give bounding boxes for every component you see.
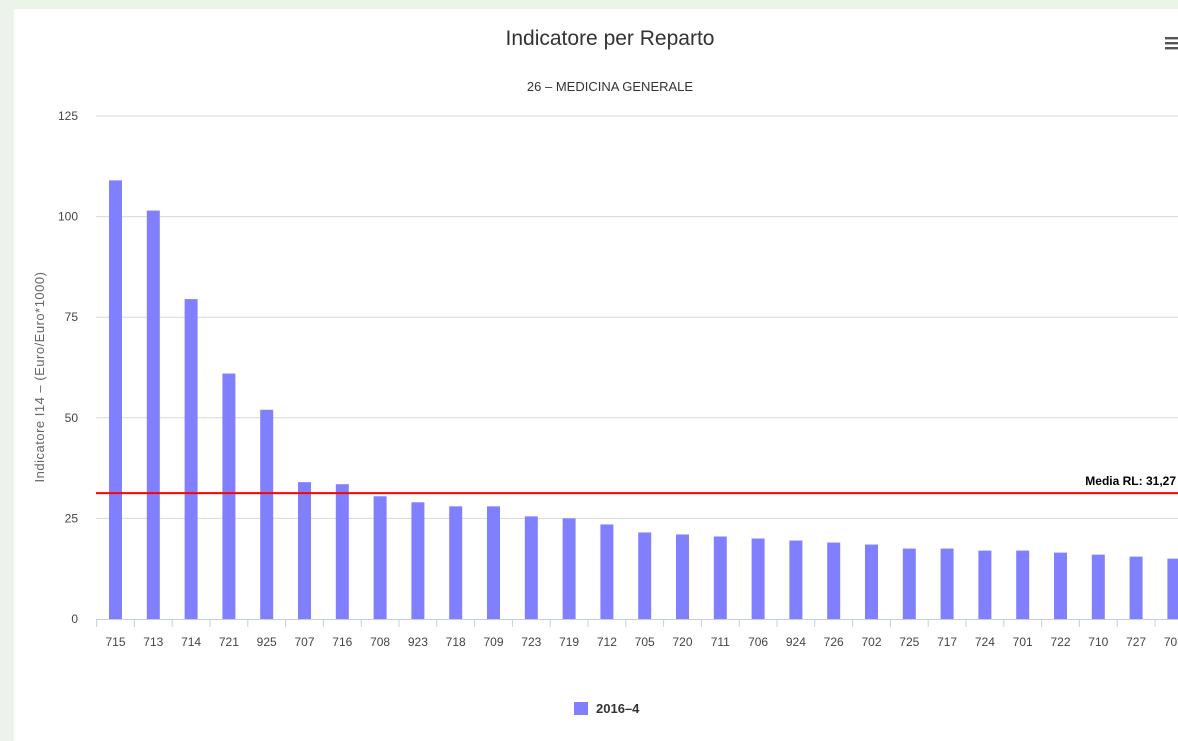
bar[interactable]: [827, 542, 841, 619]
x-tick-label: 717: [937, 635, 957, 649]
y-tick-label: 100: [58, 210, 78, 224]
x-tick-label: 715: [105, 635, 125, 649]
bar[interactable]: [1016, 550, 1030, 619]
x-tick-label: 710: [1088, 635, 1108, 649]
bar[interactable]: [600, 524, 614, 619]
x-tick-label: 713: [143, 635, 163, 649]
chart-title: Indicatore per Reparto: [506, 27, 715, 50]
bar[interactable]: [449, 506, 463, 619]
bar[interactable]: [562, 518, 576, 619]
x-tick-label: 718: [446, 635, 466, 649]
bar[interactable]: [411, 502, 425, 619]
bar[interactable]: [487, 506, 500, 619]
x-tick-label: 706: [748, 635, 768, 649]
bar[interactable]: [940, 548, 954, 619]
bar[interactable]: [184, 299, 198, 619]
x-tick-label: 711: [711, 635, 730, 649]
gridlines: [96, 115, 1178, 519]
legend-label: 2016–4: [596, 701, 640, 716]
y-tick-label: 0: [71, 612, 78, 626]
y-tick-label: 125: [58, 109, 78, 123]
chart-subtitle: 26 – MEDICINA GENERALE: [527, 79, 693, 94]
x-tick-label: 720: [672, 635, 692, 649]
chart-container: Indicatore per Reparto 26 – MEDICINA GEN…: [14, 9, 1178, 741]
bar[interactable]: [865, 544, 878, 619]
bar[interactable]: [373, 496, 387, 619]
bar[interactable]: [1167, 558, 1178, 619]
x-tick-label: 723: [521, 635, 541, 649]
bar[interactable]: [789, 540, 803, 619]
reference-line-group: Media RL: 31,27: [96, 474, 1178, 495]
x-tick-label: 925: [257, 635, 277, 649]
bar[interactable]: [109, 180, 122, 619]
x-tick-label: 712: [597, 635, 617, 649]
y-axis-label: Indicatore I14 – (Euro/Euro*1000): [32, 272, 47, 483]
x-tick-label: 705: [635, 635, 655, 649]
bar[interactable]: [713, 536, 727, 619]
x-tick-label: 725: [899, 635, 919, 649]
bar[interactable]: [222, 373, 236, 619]
y-tick-label: 25: [65, 511, 79, 525]
bar[interactable]: [335, 484, 349, 619]
legend[interactable]: 2016–4: [574, 701, 640, 716]
x-tick-label: 726: [824, 635, 844, 649]
bar[interactable]: [1091, 554, 1105, 619]
x-tick-label: 703: [1164, 635, 1178, 649]
x-tick-label: 701: [1013, 635, 1033, 649]
bar[interactable]: [902, 548, 916, 619]
y-axis-ticks: 0 25 50 75 100 125: [58, 109, 78, 626]
x-tick-label: 719: [559, 635, 579, 649]
x-tick-label: 923: [408, 635, 428, 649]
x-tick-label: 702: [861, 635, 881, 649]
x-axis: 715 713 714 721 925 707 716 708 923 718 709 723 719 7…: [96, 619, 1178, 649]
bar[interactable]: [676, 534, 689, 619]
bar[interactable]: [524, 516, 538, 619]
legend-swatch: [574, 702, 588, 715]
bars: [109, 180, 1178, 619]
bar[interactable]: [1129, 556, 1143, 619]
hamburger-menu-icon: [1165, 37, 1178, 50]
x-tick-label: 708: [370, 635, 390, 649]
y-tick-label: 75: [65, 310, 79, 324]
bar[interactable]: [751, 538, 765, 619]
x-tick-label: 721: [219, 635, 239, 649]
x-tick-label: 722: [1050, 635, 1070, 649]
x-tick-label: 727: [1126, 635, 1146, 649]
x-tick-label: 709: [483, 635, 503, 649]
x-tick-label: 924: [786, 635, 806, 649]
x-tick-label: 716: [332, 635, 352, 649]
bar[interactable]: [298, 482, 311, 619]
bar[interactable]: [978, 550, 992, 619]
bar[interactable]: [146, 210, 160, 619]
bar[interactable]: [1054, 552, 1067, 619]
bar[interactable]: [260, 409, 274, 619]
bar[interactable]: [638, 532, 652, 619]
x-tick-label: 714: [181, 635, 201, 649]
x-tick-label: 724: [975, 635, 995, 649]
media-rl-label: Media RL: 31,27: [1085, 474, 1176, 488]
x-tick-label: 707: [294, 635, 314, 649]
bar-chart: Indicatore per Reparto 26 – MEDICINA GEN…: [32, 27, 1178, 716]
y-tick-label: 50: [65, 411, 79, 425]
chart-menu-button[interactable]: [1160, 31, 1178, 53]
